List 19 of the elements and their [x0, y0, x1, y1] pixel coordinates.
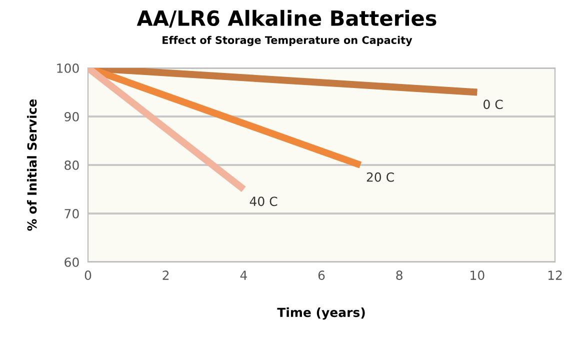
series-label: 20 C [366, 172, 394, 182]
y-tick-label: 70 [64, 208, 79, 218]
y-tick-label: 100 [57, 63, 79, 73]
x-tick-label: 8 [396, 270, 402, 280]
chart-subtitle: Effect of Storage Temperature on Capacity [162, 36, 412, 46]
x-tick-label: 12 [548, 270, 562, 280]
x-tick-label: 0 [84, 270, 92, 280]
chart-title: AA/LR6 Alkaline Batteries [136, 10, 436, 28]
series-label: 40 C [250, 196, 278, 206]
y-tick-label: 80 [64, 160, 79, 170]
y-tick-label: 90 [64, 112, 79, 122]
x-tick-label: 6 [318, 270, 325, 280]
x-tick-label: 4 [240, 270, 247, 280]
x-tick-label: 2 [162, 270, 169, 280]
y-tick-label: 60 [64, 257, 79, 267]
x-tick-label: 10 [470, 270, 484, 280]
series-label: 0 C [484, 100, 503, 110]
y-axis-title: % of Initial Service [27, 99, 37, 231]
x-axis-title: Time (years) [277, 307, 365, 320]
